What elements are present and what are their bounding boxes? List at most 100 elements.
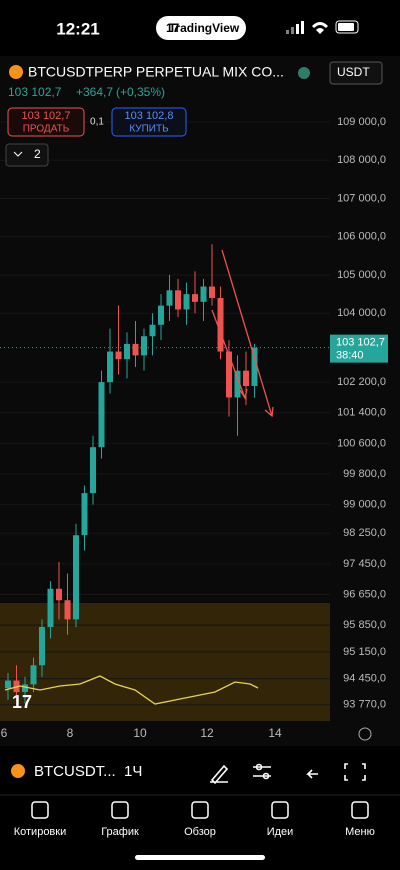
candle-body [124,343,130,360]
y-tick-label: 95 850,0 [343,619,386,631]
y-tick-label: 102 200,0 [337,376,386,388]
candle-body [209,286,215,298]
last-price-label: 103 102,7 [336,337,385,349]
tab-label[interactable]: График [101,826,139,838]
candle-body [226,351,232,398]
tab[interactable]: Идеи [267,801,294,838]
spread: 0,1 [90,117,104,128]
sell-price[interactable]: 103 102,7 [22,110,71,122]
x-tick-label: 10 [133,726,147,740]
status-dot [298,67,310,79]
tab-label[interactable]: Меню [345,826,375,838]
toolbar-icons[interactable] [210,763,366,785]
y-tick-label: 99 800,0 [343,468,386,480]
candle-body [200,286,207,302]
y-tick-label: 100 600,0 [337,437,386,449]
y-tick-label: 98 250,0 [343,527,386,539]
candle-body [251,347,258,386]
tab-icon [111,801,129,819]
y-tick-label: 106 000,0 [337,231,386,243]
candle-body [90,447,96,494]
y-tick-label: 93 770,0 [343,699,386,711]
change: +364,7 [76,85,113,99]
tab-label[interactable]: Обзор [184,826,216,838]
interval[interactable]: 1Ч [124,763,142,780]
candle-body [115,351,122,360]
candle-body [217,297,224,352]
tab-label[interactable]: Котировки [14,826,67,838]
indicators-count[interactable]: 2 [34,147,41,161]
buy-label[interactable]: КУПИТЬ [129,124,169,135]
tab-icon [191,801,209,819]
countdown: 38:40 [336,350,364,362]
candle-body [39,627,45,666]
candle-body [98,382,105,448]
indicators-chip[interactable] [5,143,49,167]
candle-body [149,324,156,337]
tab[interactable]: Меню [345,801,375,838]
symbol-title[interactable]: BTCUSDTPERP PERPETUAL MIX CO... [28,64,284,80]
y-tick-label: 108 000,0 [337,154,386,166]
settings-icon[interactable] [358,727,372,741]
candle-body [64,600,71,620]
y-tick-label: 96 650,0 [343,588,386,600]
app-pill [156,16,246,40]
y-tick-label: 101 400,0 [337,407,386,419]
candle-body [56,588,62,601]
x-tick-label: 8 [67,726,74,740]
tab-icon [271,801,289,819]
coin-icon [9,65,23,79]
candle-body [132,343,139,356]
buy-button[interactable] [111,107,187,137]
candle-body [234,370,241,398]
candle-body [81,493,88,536]
candle-body [158,305,164,325]
coin-icon [11,764,25,778]
candle-body [47,588,54,628]
y-tick-label: 107 000,0 [337,192,386,204]
candle-body [141,336,147,356]
indicator-line [4,675,259,705]
candle-body [192,294,198,302]
status-icons [286,20,359,34]
buy-price[interactable]: 103 102,8 [125,110,174,122]
y-tick-label: 94 450,0 [343,673,386,685]
y-tick-label: 104 000,0 [337,307,386,319]
tv-watermark: 17 [12,692,32,712]
change-pct: (+0,35%) [116,85,165,99]
y-tick-label: 97 450,0 [343,558,386,570]
chevron [13,151,23,157]
candle-body [243,370,249,386]
clock: 12:21 [56,19,99,38]
currency[interactable]: USDT [337,65,370,79]
candle-body [22,684,28,693]
x-tick-label: 14 [268,726,282,740]
tab[interactable]: График [101,801,139,838]
app-name: TradingView [169,21,240,35]
sell-label[interactable]: ПРОДАТЬ [23,124,70,135]
x-tick-label: 12 [200,726,214,740]
sell-button[interactable] [7,107,85,137]
app-logo: 17 [166,21,180,35]
tab-icon [31,801,49,819]
candle-body [30,665,37,685]
tab[interactable]: Котировки [14,801,67,838]
y-tick-label: 95 150,0 [343,646,386,658]
candle-body [183,294,190,310]
candle-body [166,290,173,306]
candle-body [175,290,181,310]
candle-body [73,535,79,620]
y-tick-label: 99 000,0 [343,498,386,510]
price: 103 102,7 [8,85,62,99]
x-tick-label: 6 [1,726,8,740]
tab-label[interactable]: Идеи [267,826,294,838]
candle-body [5,680,11,689]
toolbar-symbol[interactable]: BTCUSDT... [34,763,116,780]
trend-arrows [211,249,274,418]
y-tick-label: 105 000,0 [337,269,386,281]
tab[interactable]: Обзор [184,801,216,838]
tab-icon [351,801,369,819]
currency-box[interactable] [329,61,383,85]
home-indicator [135,855,265,860]
